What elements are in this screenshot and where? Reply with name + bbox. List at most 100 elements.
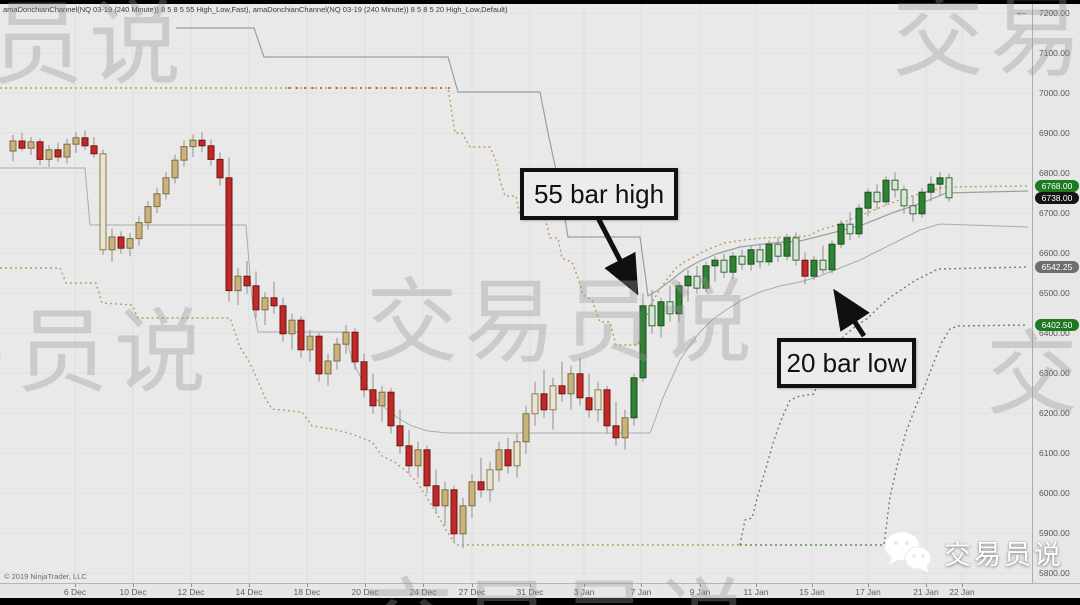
candle-body xyxy=(342,331,350,345)
candle-body xyxy=(945,177,953,199)
candle-body xyxy=(738,255,746,265)
top-black-bar xyxy=(0,0,1080,4)
candle-body xyxy=(702,265,710,289)
donchian-high-55 xyxy=(176,27,1029,297)
date-label: 18 Dec xyxy=(293,587,321,597)
candle-body xyxy=(729,255,737,273)
candle-body xyxy=(162,177,170,195)
candle-body xyxy=(684,275,692,287)
donchian-mid-20 xyxy=(0,167,1029,434)
wechat-branding: 交易员说 xyxy=(882,530,1064,574)
candle-body xyxy=(90,145,98,155)
candle-body xyxy=(657,301,665,327)
price-label: 6900.00 xyxy=(1039,128,1070,138)
candle-body xyxy=(747,249,755,265)
candle-body xyxy=(774,243,782,257)
indicator-label: amaDonchianChannel(NQ 03-19 (240 Minute)… xyxy=(3,5,508,14)
date-label: 27 Dec xyxy=(458,587,486,597)
candle-body xyxy=(306,335,314,351)
annotation-arrow xyxy=(593,212,639,296)
date-label: 11 Jan xyxy=(743,587,769,597)
candle-body xyxy=(522,413,530,443)
time-tick xyxy=(423,584,424,587)
price-label: 5800.00 xyxy=(1039,568,1070,578)
price-label: 6700.00 xyxy=(1039,208,1070,218)
price-marker-badge: 6542.25 xyxy=(1035,261,1079,273)
time-tick xyxy=(812,584,813,587)
candle-body xyxy=(720,259,728,273)
time-tick xyxy=(926,584,927,587)
time-tick xyxy=(365,584,366,587)
candle-body xyxy=(63,143,71,158)
candle-body xyxy=(360,361,368,391)
candle-body xyxy=(207,145,215,160)
candle-body xyxy=(108,236,116,251)
candle-body xyxy=(873,191,881,203)
price-label: 7200.00 xyxy=(1039,8,1070,18)
candle-body xyxy=(297,319,305,351)
price-label: 7100.00 xyxy=(1039,48,1070,58)
price-axis[interactable]: 7200.00 7100.00 7000.00 6900.00 6800.00 6700.… xyxy=(1032,4,1080,583)
candle-body xyxy=(711,259,719,267)
candle-body xyxy=(558,385,566,395)
candle-body xyxy=(243,275,251,287)
candle-body xyxy=(144,206,152,224)
annotation-arrow xyxy=(833,288,870,338)
candle-body xyxy=(198,139,206,147)
candle-body xyxy=(234,275,242,292)
candle-body xyxy=(252,285,260,311)
candle-body xyxy=(846,223,854,235)
candle-body xyxy=(18,140,26,149)
time-tick xyxy=(868,584,869,587)
candle-body xyxy=(36,141,44,160)
candle-body xyxy=(414,449,422,467)
candle-body xyxy=(621,417,629,439)
candle-body xyxy=(468,481,476,507)
candle-body xyxy=(612,425,620,439)
candle-body xyxy=(891,179,899,191)
candle-body xyxy=(504,449,512,467)
back-arrow-icon[interactable]: ← xyxy=(1014,3,1029,20)
time-tick xyxy=(472,584,473,587)
candle-body xyxy=(27,141,35,149)
candlestick-chart[interactable] xyxy=(0,4,1032,583)
donchian-high-20 xyxy=(0,87,1029,346)
candle-body xyxy=(603,389,611,427)
candle-body xyxy=(315,335,323,375)
candle-body xyxy=(693,275,701,289)
candle-body xyxy=(675,285,683,315)
price-label: 7000.00 xyxy=(1039,88,1070,98)
price-label: 6300.00 xyxy=(1039,368,1070,378)
candle-body xyxy=(531,393,539,415)
candle-body xyxy=(477,481,485,491)
candle-body xyxy=(9,140,17,152)
candle-body xyxy=(279,305,287,335)
candle-body xyxy=(216,158,224,179)
candle-body xyxy=(117,236,125,249)
donchian-low-20-left xyxy=(0,267,740,546)
candle-body xyxy=(99,153,107,251)
candle-body xyxy=(639,305,647,379)
candle-body xyxy=(378,391,386,407)
time-tick xyxy=(191,584,192,587)
price-marker-badge: 6738.00 xyxy=(1035,192,1079,204)
date-label: 17 Jan xyxy=(855,587,881,597)
candle-body xyxy=(855,207,863,235)
price-label: 6800.00 xyxy=(1039,168,1070,178)
time-axis[interactable]: 6 Dec 10 Dec 12 Dec 14 Dec 18 Dec 20 Dec 24 De… xyxy=(0,583,1080,598)
date-label: 6 Dec xyxy=(63,587,87,597)
candle-body xyxy=(135,222,143,240)
candle-body xyxy=(441,489,449,507)
price-marker-badge: 6768.00 xyxy=(1035,180,1079,192)
candle-body xyxy=(927,183,935,193)
candle-body xyxy=(180,146,188,161)
time-tick xyxy=(641,584,642,587)
candle-body xyxy=(594,389,602,411)
price-label: 6200.00 xyxy=(1039,408,1070,418)
time-tick xyxy=(307,584,308,587)
donchian-low-20-right xyxy=(739,266,1029,546)
candle-body xyxy=(171,159,179,179)
candle-body xyxy=(261,297,269,311)
date-label: 15 Jan xyxy=(799,587,825,597)
candle-body xyxy=(288,319,296,335)
